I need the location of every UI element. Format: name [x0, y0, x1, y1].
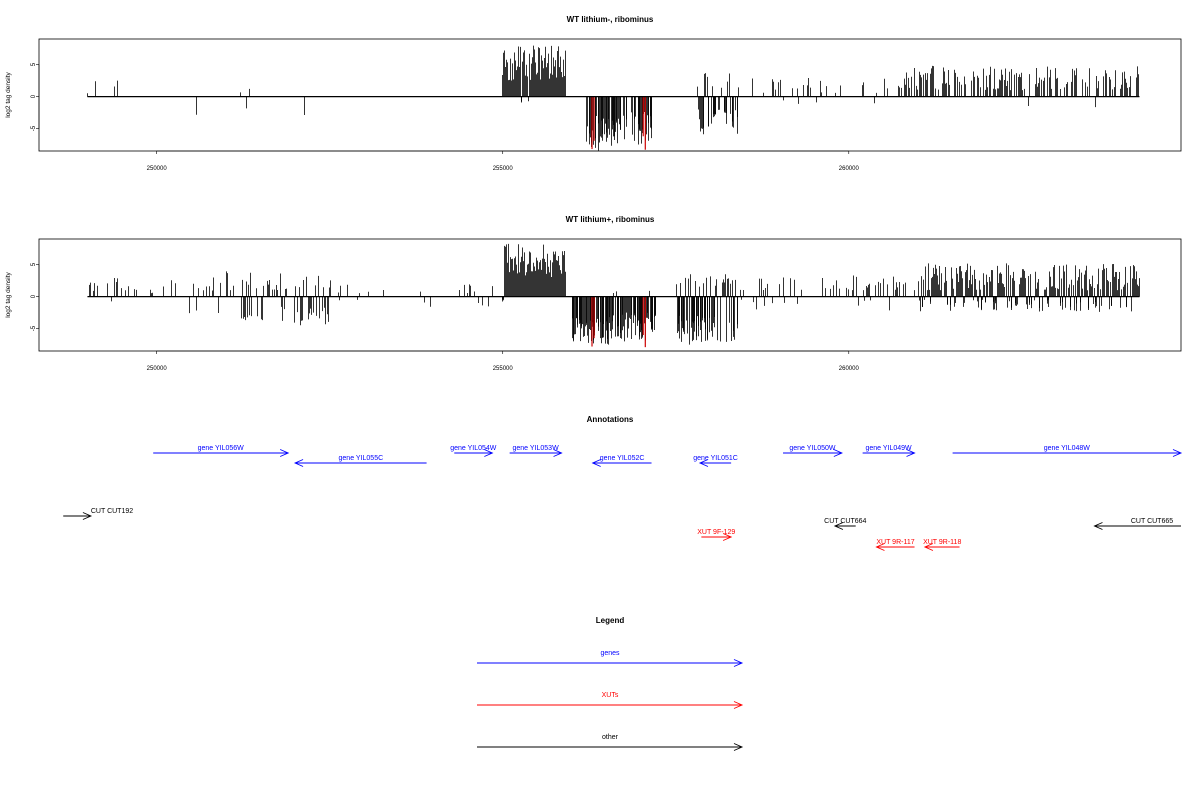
feature-label: XUT 9F-129 [697, 529, 735, 536]
legend-title: Legend [596, 616, 625, 625]
annotation-feature: gene YIL054W [450, 445, 497, 457]
feature-label: CUT CUT192 [91, 508, 133, 515]
feature-label: gene YIL048W [1044, 445, 1091, 452]
feature-arrow-head [553, 449, 563, 457]
y-tick-label: 0 [31, 294, 37, 298]
feature-arrow-head [293, 459, 304, 467]
annotation-features: gene YIL056W gene YIL055C gene YIL054W gene… [63, 445, 1183, 551]
feature-arrow-head [1172, 449, 1183, 457]
feature-label: gene YIL055C [339, 455, 384, 462]
feature-label: gene YIL050W [789, 445, 836, 452]
annotation-feature: gene YIL050W [783, 445, 843, 457]
feature-arrow-head [906, 449, 916, 457]
feature-arrow-head [698, 459, 709, 467]
feature-label: gene YIL052C [600, 455, 645, 462]
y-tick-label: -5 [31, 125, 37, 131]
density-panel-lithium-plus: WT lithium+, ribominus log2 tag density … [5, 215, 1182, 372]
feature-arrow-head [1093, 522, 1103, 530]
legend-item-genes: genes [477, 650, 744, 667]
feature-label: gene YIL049W [865, 445, 912, 452]
feature-label: gene YIL056W [198, 445, 245, 452]
y-tick-label: 5 [31, 262, 37, 266]
legend-panel: Legend genes XUTs other [477, 616, 744, 751]
y-tick-label: -5 [31, 325, 37, 331]
panel-title: WT lithium+, ribominus [566, 215, 655, 224]
legend-arrow-head [733, 701, 744, 709]
feature-label: gene YIL051C [693, 455, 738, 462]
y-axis: -5 0 5 [31, 62, 40, 131]
annotation-feature: XUT 9F-129 [697, 529, 735, 541]
annotation-feature: gene YIL051C [693, 455, 738, 467]
legend-arrow-head [733, 743, 744, 751]
annotation-feature: gene YIL053W [509, 445, 563, 457]
legend-item-xuts: XUTs [477, 692, 744, 709]
feature-arrow-head [591, 459, 601, 467]
legend-label: XUTs [602, 692, 619, 699]
x-axis: 250000 255000 260000 [147, 150, 860, 172]
feature-arrow-head [484, 449, 494, 457]
x-axis: 250000 255000 260000 [147, 350, 860, 372]
y-axis-label: log2 tag density [5, 71, 12, 117]
bar-series [89, 243, 1140, 348]
annotation-feature: XUT 9R-117 [875, 539, 915, 551]
feature-arrow-head [833, 449, 843, 457]
x-tick-label: 255000 [493, 166, 514, 172]
x-tick-label: 250000 [147, 366, 168, 372]
panel-title: WT lithium-, ribominus [567, 15, 654, 24]
legend-label: other [602, 734, 619, 741]
annotation-feature: CUT CUT192 [63, 508, 133, 520]
annotation-feature: CUT CUT664 [824, 518, 867, 530]
annotation-feature: gene YIL049W [862, 445, 916, 457]
bar-series [87, 45, 1139, 151]
feature-arrow-head [923, 543, 934, 551]
feature-arrow-head [875, 543, 885, 551]
plot-frame [38, 238, 1182, 352]
y-axis: -5 0 5 [31, 262, 40, 331]
legend-item-other: other [477, 734, 744, 751]
annotation-feature: CUT CUT665 [1093, 518, 1181, 530]
x-tick-label: 250000 [147, 166, 168, 172]
annotation-feature: gene YIL052C [591, 455, 652, 467]
y-tick-label: 0 [31, 94, 37, 98]
feature-arrow-head [833, 522, 844, 530]
x-tick-label: 260000 [839, 366, 860, 372]
y-axis-label: log2 tag density [5, 271, 12, 317]
feature-label: CUT CUT664 [824, 518, 866, 525]
annotation-feature: XUT 9R-118 [923, 539, 961, 551]
feature-label: XUT 9R-118 [923, 539, 961, 546]
feature-arrow-head [279, 449, 290, 457]
feature-label: gene YIL053W [513, 445, 560, 452]
annotations-title: Annotations [587, 415, 634, 424]
feature-label: XUT 9R-117 [876, 539, 914, 546]
legend-arrow-head [733, 659, 744, 667]
x-tick-label: 260000 [839, 166, 860, 172]
y-tick-label: 5 [31, 62, 37, 66]
feature-label: CUT CUT665 [1131, 518, 1173, 525]
feature-arrow-head [722, 533, 733, 541]
feature-label: gene YIL054W [450, 445, 497, 452]
annotation-feature: gene YIL048W [952, 445, 1183, 457]
feature-arrow-head [82, 512, 93, 520]
annotation-feature: gene YIL056W [153, 445, 290, 457]
x-tick-label: 255000 [493, 366, 514, 372]
density-panel-lithium-minus: WT lithium-, ribominus log2 tag density … [5, 15, 1182, 172]
legend-label: genes [600, 650, 620, 657]
annotation-feature: gene YIL055C [293, 455, 427, 467]
